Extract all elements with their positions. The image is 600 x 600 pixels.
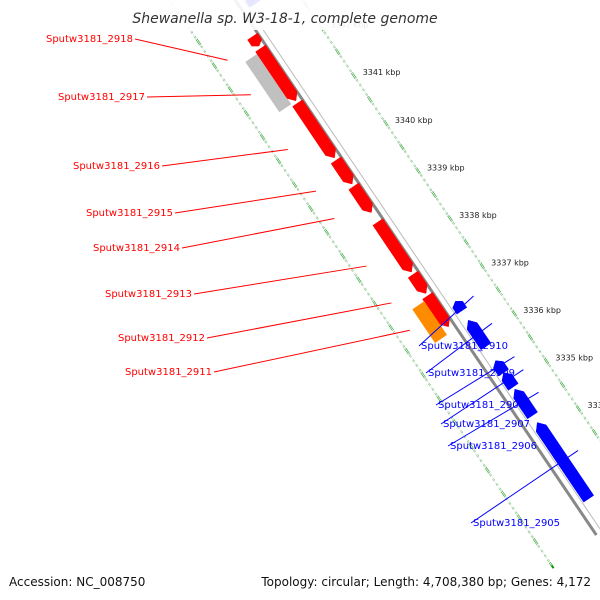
gene-leader-line <box>435 356 515 406</box>
title-backdrop <box>0 0 600 30</box>
gene-feature-unlabeled-9[interactable] <box>412 301 448 344</box>
gene-leader-line <box>470 450 579 524</box>
footer-backdrop <box>0 570 600 600</box>
accession-text: Accession: NC_008750 <box>9 575 145 589</box>
gene-feature-sputw3181-2910[interactable] <box>452 300 468 315</box>
scale-tick-label: 3340 kbp <box>395 116 433 125</box>
gene-label[interactable]: Sputw3181_2916 <box>73 161 160 172</box>
gene-label[interactable]: Sputw3181_2913 <box>105 289 192 300</box>
scale-tick-label: 3335 kbp <box>555 354 593 363</box>
backbone-line <box>233 0 598 536</box>
gene-feature-sputw3181-2912[interactable] <box>407 270 428 294</box>
tick-layer <box>169 0 600 569</box>
gene-label[interactable]: Sputw3181_2914 <box>93 243 180 254</box>
gene-feature-sputw3181-2913[interactable] <box>372 218 413 273</box>
backbone-layer <box>169 0 600 566</box>
gene-feature-sputw3181-2914[interactable] <box>348 182 373 213</box>
gene-leader-line <box>213 329 410 373</box>
gene-label[interactable]: Sputw3181_2911 <box>125 367 212 378</box>
gene-label[interactable]: Sputw3181_2908 <box>438 400 525 411</box>
gene-label[interactable]: Sputw3181_2905 <box>473 518 560 529</box>
map-title: Shewanella sp. W3-18-1, complete genome <box>132 11 437 27</box>
scale-tick-label: 3341 kbp <box>363 68 401 77</box>
gene-leader-line <box>193 265 367 295</box>
gene-label[interactable]: Sputw3181_2912 <box>118 333 205 344</box>
gene-leader-line <box>425 322 493 374</box>
scale-tick-label: 3334 kbp <box>588 401 600 410</box>
scale-tick-label: 3337 kbp <box>491 259 529 268</box>
gene-feature-sputw3181-2918[interactable] <box>247 32 262 47</box>
gene-leader-line <box>447 391 539 447</box>
scale-tick-label: 3338 kbp <box>459 211 497 220</box>
gene-leader-line <box>440 369 524 425</box>
gene-leader-line <box>181 217 335 249</box>
gene-label[interactable]: Sputw3181_2907 <box>443 419 530 430</box>
gene-label[interactable]: Sputw3181_2910 <box>421 341 508 352</box>
gene-feature-sputw3181-2915[interactable] <box>330 156 354 185</box>
gene-leader-line <box>134 38 228 61</box>
gene-leader-line <box>146 94 251 98</box>
gene-label[interactable]: Sputw3181_2906 <box>450 441 537 452</box>
gene-leader-line <box>174 190 317 214</box>
gene-label[interactable]: Sputw3181_2915 <box>86 208 173 219</box>
gene-layer <box>245 0 595 503</box>
gene-feature-sputw3181-2917[interactable] <box>245 53 292 113</box>
gene-feature-sputw3181-2909[interactable] <box>466 319 492 351</box>
gene-feature-sputw3181-2905[interactable] <box>535 422 595 503</box>
gene-feature-unlabeled-2[interactable] <box>255 44 298 102</box>
gene-leader-line <box>206 302 392 339</box>
gene-label[interactable]: Sputw3181_2909 <box>428 368 515 379</box>
genome-summary-text: Topology: circular; Length: 4,708,380 bp… <box>260 575 591 589</box>
gene-feature-sputw3181-2906[interactable] <box>513 388 538 420</box>
gene-leader-line <box>161 149 288 167</box>
gene-label[interactable]: Sputw3181_2917 <box>58 92 145 103</box>
scale-tick-label: 3336 kbp <box>523 306 561 315</box>
guide-line <box>169 0 553 566</box>
scale-tick-label: 3339 kbp <box>427 163 465 172</box>
gene-label[interactable]: Sputw3181_2918 <box>46 34 133 45</box>
gene-leader-line <box>418 295 474 347</box>
gene-feature-sputw3181-2916[interactable] <box>292 99 336 159</box>
backbone-shadow-line <box>242 0 600 530</box>
